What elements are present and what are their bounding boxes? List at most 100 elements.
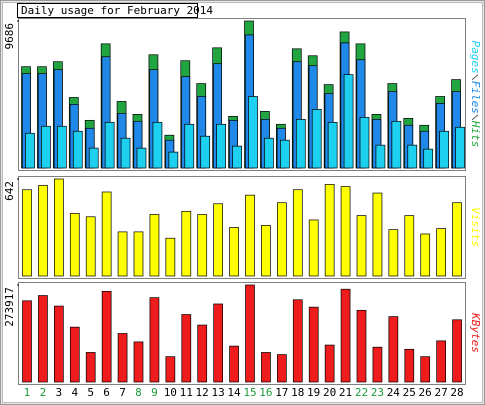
x-tick-label: 17 xyxy=(275,386,288,399)
bar xyxy=(133,231,144,277)
bar xyxy=(213,303,223,383)
bar xyxy=(181,314,192,383)
bar xyxy=(436,340,446,383)
bar xyxy=(216,123,226,169)
bar xyxy=(136,147,147,169)
x-tick-label: 16 xyxy=(259,386,272,399)
x-tick-label: 20 xyxy=(323,386,336,399)
bar xyxy=(117,231,128,277)
bar xyxy=(439,130,449,169)
y-max-label: 9686 xyxy=(3,23,16,50)
bar xyxy=(277,202,287,277)
bar xyxy=(261,225,271,277)
x-tick-label: 3 xyxy=(56,386,63,399)
bar xyxy=(85,216,96,277)
bar xyxy=(232,145,242,169)
bar xyxy=(248,96,258,169)
x-tick-label: 14 xyxy=(227,386,241,399)
legend-separator xyxy=(471,114,479,121)
bar xyxy=(22,189,32,277)
bar xyxy=(213,203,223,277)
bar xyxy=(200,135,211,169)
x-tick-label: 22 xyxy=(355,386,368,399)
bar xyxy=(149,214,160,277)
bar xyxy=(54,305,64,383)
x-tick-label: 1 xyxy=(24,386,31,399)
bar xyxy=(452,202,462,277)
legend-entry: KBytes xyxy=(469,312,482,353)
bar xyxy=(41,125,51,169)
bar xyxy=(359,116,370,169)
legend-entry: Visits xyxy=(469,207,482,247)
bar xyxy=(277,354,287,383)
bar xyxy=(420,233,431,277)
bar xyxy=(104,121,115,169)
bar xyxy=(420,356,431,383)
bar xyxy=(165,356,176,383)
bar xyxy=(120,137,131,169)
x-tick-label: 25 xyxy=(403,386,416,399)
bar xyxy=(69,213,80,277)
bar xyxy=(372,346,383,383)
bar xyxy=(57,125,67,169)
bar xyxy=(404,348,415,383)
legend-entry: Files xyxy=(469,81,482,114)
bar xyxy=(280,139,290,169)
x-tick-label: 7 xyxy=(119,386,126,399)
x-tick-label: 19 xyxy=(307,386,320,399)
bar xyxy=(388,316,399,383)
bar xyxy=(295,118,306,169)
bar xyxy=(391,120,402,169)
bar xyxy=(292,189,303,277)
bar xyxy=(436,228,446,277)
bar xyxy=(69,326,80,383)
bar xyxy=(25,132,35,169)
y-max-label: 273917 xyxy=(3,287,16,327)
x-tick-label: 4 xyxy=(71,386,78,399)
legend-entry: Hits xyxy=(469,120,482,148)
bar xyxy=(340,186,351,277)
legend-separator xyxy=(471,74,479,81)
bar xyxy=(404,215,415,277)
bar xyxy=(197,214,208,277)
x-tick-label: 18 xyxy=(291,386,304,399)
bar xyxy=(356,215,367,277)
bar xyxy=(22,300,32,383)
legend-entry: Pages xyxy=(469,41,482,74)
bar xyxy=(38,185,48,277)
x-tick-label: 27 xyxy=(434,386,447,399)
bar xyxy=(308,219,319,277)
x-tick-label: 28 xyxy=(450,386,463,399)
x-tick-label: 6 xyxy=(103,386,110,399)
bar xyxy=(101,191,112,277)
bar xyxy=(165,237,176,277)
bar xyxy=(407,144,418,169)
chart-title: Daily usage for February 2014 xyxy=(21,4,213,17)
bar xyxy=(372,192,383,277)
bar xyxy=(245,194,255,277)
bar xyxy=(311,109,322,169)
bar xyxy=(152,121,163,169)
bar xyxy=(452,319,462,383)
panel xyxy=(18,176,466,279)
bar xyxy=(356,309,367,383)
x-tick-label: 21 xyxy=(339,386,352,399)
bar xyxy=(245,284,255,383)
bar xyxy=(229,227,239,277)
panel xyxy=(18,282,466,385)
bar xyxy=(101,290,112,383)
x-tick-label: 24 xyxy=(387,386,401,399)
bar xyxy=(88,147,99,169)
bar xyxy=(54,178,64,277)
bar xyxy=(324,184,335,277)
bar xyxy=(72,130,83,169)
bar xyxy=(292,299,303,383)
x-tick-label: 8 xyxy=(135,386,142,399)
x-tick-label: 26 xyxy=(419,386,432,399)
bar xyxy=(229,345,239,383)
x-tick-label: 23 xyxy=(371,386,384,399)
bar xyxy=(181,210,192,277)
bar xyxy=(264,137,274,169)
x-tick-label: 12 xyxy=(196,386,209,399)
